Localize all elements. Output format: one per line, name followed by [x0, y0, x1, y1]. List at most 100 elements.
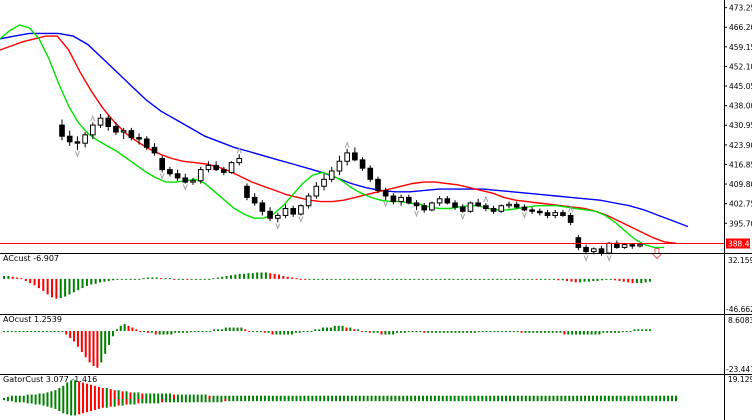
gator-lower-bar-123	[489, 399, 492, 402]
candle-body-1	[66, 135, 73, 143]
ac-oscillator-bar-139	[609, 278, 612, 280]
candle-body-56	[490, 208, 497, 212]
ac-oscillator-bar-141	[618, 278, 621, 281]
gator-lower-bar-139	[552, 399, 555, 402]
ac-oscillator-panel[interactable]	[3, 272, 651, 299]
gator-lower-bar-2	[10, 399, 13, 402]
gator-lower-bar-32	[129, 399, 132, 405]
gator-lower-bar-151	[599, 399, 602, 402]
gator-upper-bar-170	[675, 395, 677, 399]
awesome-oscillator-bar-6	[26, 331, 29, 333]
gator-upper-bar-161	[639, 395, 642, 399]
ac-oscillator-bar-85	[374, 278, 377, 280]
candle-body-31	[298, 205, 304, 215]
candle-body-52	[459, 206, 466, 212]
fractal-down-0	[74, 150, 80, 158]
ac-oscillator-bar-146	[640, 278, 643, 284]
ac-oscillator-bar-103	[452, 278, 455, 280]
gator-lower-bar-37	[149, 399, 152, 404]
gator-upper-bar-107	[425, 395, 428, 399]
gator-lower-bar-143	[568, 399, 571, 402]
ac-oscillator-bar-29	[129, 278, 132, 280]
awesome-oscillator-bar-17	[69, 331, 72, 339]
ac-oscillator-bar-62	[273, 273, 276, 279]
ac-oscillator-bar-6	[29, 278, 32, 284]
ac-oscillator-bar-116	[509, 278, 512, 280]
gator-lower-bar-90	[358, 399, 361, 402]
gator-lower-bar-98	[390, 399, 393, 402]
gator-oscillator-panel[interactable]	[3, 380, 677, 416]
ac-oscillator-bar-48	[212, 278, 215, 280]
gator-upper-bar-49	[196, 394, 199, 399]
gator-lower-bar-77	[307, 399, 310, 402]
gator-upper-bar-148	[588, 395, 591, 399]
gator-lower-bar-160	[635, 399, 638, 402]
gator-lower-bar-76	[303, 399, 306, 402]
ac-oscillator-bar-21	[94, 278, 97, 284]
gator-lower-bar-58	[232, 399, 235, 402]
gator-upper-bar-112	[445, 395, 448, 399]
ac-oscillator-bar-72	[317, 278, 320, 280]
ac-oscillator-bar-51	[225, 276, 228, 279]
ac-oscillator-bar-126	[552, 278, 555, 280]
awesome-oscillator-panel[interactable]	[3, 324, 651, 368]
gator-upper-bar-76	[303, 395, 306, 399]
gator-lower-bar-138	[548, 399, 551, 402]
awesome-oscillator-bar-41	[162, 331, 165, 335]
gator-upper-bar-109	[433, 395, 436, 399]
gator-lower-bar-21	[86, 399, 89, 413]
candle-body-15	[174, 173, 181, 179]
gator-lower-bar-3	[14, 399, 17, 403]
gator-lower-bar-97	[386, 399, 389, 402]
awesome-oscillator-bar-96	[376, 331, 379, 333]
gator-lower-bar-94	[374, 399, 377, 402]
gator-lower-bar-117	[465, 399, 468, 402]
candle-body-27	[267, 210, 273, 219]
gator-lower-bar-163	[647, 399, 650, 402]
awesome-oscillator-bar-66	[259, 331, 262, 333]
ac-oscillator-bar-17	[77, 278, 80, 291]
gator-upper-bar-124	[493, 395, 496, 399]
awesome-oscillator-bar-128	[501, 331, 504, 333]
awesome-oscillator-bar-16	[65, 331, 68, 335]
candle-body-65	[560, 212, 566, 216]
awesome-oscillator-bar-64	[252, 331, 255, 333]
gator-upper-bar-138	[548, 395, 551, 399]
ac-oscillator-bar-71	[312, 278, 315, 280]
gator-upper-bar-18	[74, 380, 77, 399]
awesome-oscillator-bar-154	[602, 331, 605, 333]
gator-lower-bar-6	[26, 399, 29, 404]
ac-oscillator-bar-5	[24, 278, 27, 281]
gator-lower-bar-40	[161, 399, 164, 403]
awesome-oscillator-bar-84	[329, 327, 332, 332]
gator-upper-bar-65	[259, 395, 262, 399]
price-tag-label: 388.42	[728, 240, 752, 249]
awesome-oscillator-bar-31	[123, 324, 126, 332]
candle-body-47	[421, 205, 428, 211]
awesome-oscillator-bar-76	[298, 331, 301, 333]
ac-oscillator-bar-64	[282, 276, 285, 279]
gator-upper-bar-2	[10, 395, 13, 399]
price-panel[interactable]	[0, 24, 724, 262]
candle-body-6	[105, 117, 112, 127]
awesome-oscillator-bar-146	[571, 331, 574, 335]
candle-body-36	[336, 160, 343, 172]
ac-oscillator-bar-86	[378, 278, 381, 280]
gator-upper-bar-143	[568, 395, 571, 399]
awesome-oscillator-bar-110	[431, 331, 434, 333]
gator-lower-bar-64	[255, 399, 258, 402]
gator-lower-bar-107	[425, 399, 428, 402]
gator-upper-bar-60	[240, 395, 243, 399]
gator-upper-bar-0	[3, 397, 5, 399]
ac-oscillator-bar-118	[518, 278, 521, 280]
gator-lower-bar-80	[319, 399, 322, 402]
gator-lower-bar-48	[192, 399, 195, 403]
awesome-oscillator-bar-56	[220, 329, 223, 332]
awesome-oscillator-bar-139	[543, 331, 546, 333]
awesome-oscillator-bar-20	[80, 331, 83, 353]
ac-oscillator-bar-63	[277, 274, 280, 279]
ac-oscillator-bar-24	[107, 278, 110, 281]
ac-oscillator-bar-109	[478, 278, 481, 280]
gator-lower-bar-167	[663, 399, 666, 402]
ac-oscillator-bar-136	[596, 278, 599, 281]
